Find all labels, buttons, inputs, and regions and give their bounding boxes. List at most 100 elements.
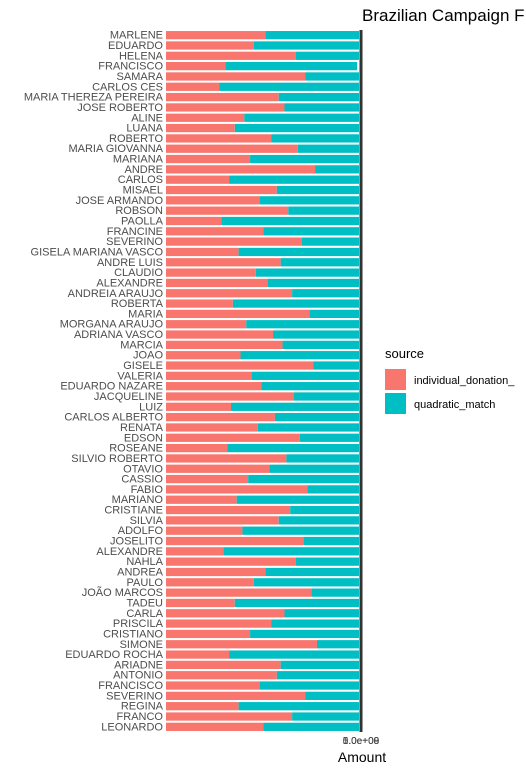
bar-segment (166, 196, 260, 205)
y-tick-label: REGINA (121, 701, 164, 713)
bar-segment (166, 154, 251, 164)
x-axis-title: Amount (338, 749, 386, 765)
x-tick-label: 0.0e+00 (343, 736, 380, 747)
y-tick-label: FRANCINE (107, 226, 163, 238)
bar-segment (232, 299, 359, 308)
y-tick-label: LUANA (126, 123, 163, 135)
y-tick-label: ANDRE LUIS (97, 257, 163, 269)
bar-segment (166, 722, 264, 731)
bar-segment (286, 454, 359, 463)
bar-segment (166, 237, 302, 246)
bar-segment (166, 413, 275, 422)
bar-segment (223, 547, 359, 556)
bar-segment (309, 309, 359, 319)
y-tick-label: CRISTIANO (103, 628, 163, 640)
legend-key-quadratic-match (385, 393, 406, 414)
y-tick-label: SIMONE (120, 639, 163, 651)
bar-segment (166, 289, 293, 298)
bar-segment (166, 392, 295, 401)
y-tick-label: SAMARA (117, 71, 164, 83)
bar-segment (166, 268, 256, 277)
bar-segment (166, 681, 260, 690)
legend-label-individual-donation: individual_donation_ (414, 375, 515, 387)
bar-segment (229, 175, 359, 184)
bar-segment (166, 144, 298, 153)
legend-title: source (385, 346, 424, 361)
y-tick-label: MARIA THEREZA PEREIRA (24, 92, 164, 104)
y-tick-label: JACQUELINE (94, 391, 163, 403)
bar-segment (166, 660, 281, 670)
y-tick-label: ROBSON (115, 205, 163, 217)
y-tick-label: MARIA (128, 308, 164, 320)
bar-segment (166, 227, 264, 236)
y-tick-label: GISELE (123, 360, 163, 372)
bar-segment (166, 609, 285, 618)
bar-segment (238, 247, 359, 257)
y-tick-label: ALEXANDRE (96, 546, 163, 558)
bar-segment (288, 206, 359, 215)
y-tick-label: TADEU (127, 597, 164, 609)
y-tick-label: CARLOS (118, 174, 163, 186)
bar-segment (166, 41, 254, 50)
y-tick-label: ANDREIA ARAUJO (68, 288, 164, 300)
y-tick-label: ADOLFO (118, 525, 164, 537)
bar-segment (166, 113, 245, 122)
y-tick-label: ROSEANE (109, 443, 163, 455)
bar-segment (274, 413, 359, 422)
bar-segment (166, 557, 296, 566)
bar-segment (295, 51, 359, 60)
y-tick-label: SEVERINO (106, 690, 163, 702)
y-tick-label: ANDRE (124, 164, 163, 176)
y-tick-label: SILVIA (130, 515, 164, 527)
bar-segment (166, 454, 287, 463)
bar-segment (166, 247, 239, 257)
y-axis-labels: MARLENEEDUARDOHELENAFRANCISCOSAMARACARLO… (24, 30, 164, 734)
bar-segment (255, 268, 359, 277)
y-tick-label: FRANCO (117, 711, 164, 723)
bar-segment (307, 485, 359, 494)
y-tick-label: ALEXANDRE (96, 277, 163, 289)
bar-segment (299, 433, 359, 442)
bar-segment (251, 371, 359, 380)
x-axis: 0.0e+005.0e+081.0e+09 (343, 736, 380, 747)
bar-segment (265, 31, 359, 40)
bar-segment (166, 640, 317, 649)
bar-segment (166, 185, 277, 195)
bar-segment (166, 309, 310, 319)
y-tick-label: FABIO (131, 484, 164, 496)
bar-segment (166, 464, 270, 473)
bar-segment (234, 123, 359, 133)
bar-segment (315, 165, 359, 174)
y-tick-label: MARIANA (113, 154, 164, 166)
bar-segment (230, 402, 359, 411)
y-tick-label: ANDREA (117, 566, 164, 578)
bar-segment (290, 505, 359, 515)
y-tick-label: EDUARDO (108, 40, 163, 52)
bar-segment (166, 134, 272, 143)
bar-segment (292, 712, 359, 721)
bar-segment (166, 103, 285, 112)
bar-segment (166, 598, 235, 608)
y-tick-label: ARIADNE (114, 659, 163, 671)
y-tick-label: JOÃO MARCOS (82, 586, 163, 599)
bar-segment (284, 609, 359, 618)
legend: source individual_donation_ quadratic_ma… (385, 346, 515, 414)
bar-segment (271, 619, 359, 628)
bar-segment (313, 361, 359, 370)
y-tick-label: PAULO (127, 577, 164, 589)
bar-segment (166, 320, 247, 329)
bar-segment (166, 371, 252, 380)
legend-key-individual-donation (385, 369, 406, 390)
bar-segment (294, 392, 359, 401)
bar-segment (227, 443, 359, 453)
bar-segment (229, 650, 359, 659)
bar-segment (250, 629, 359, 639)
bar-segment (311, 588, 359, 597)
bar-segment (166, 650, 230, 659)
y-tick-label: CASSIO (121, 474, 163, 486)
bar-segment (250, 154, 359, 164)
y-tick-label: ANTONIO (113, 670, 163, 682)
bar-segment (303, 536, 359, 546)
y-tick-label: NAHLA (126, 556, 163, 568)
bar-segment (259, 196, 359, 205)
